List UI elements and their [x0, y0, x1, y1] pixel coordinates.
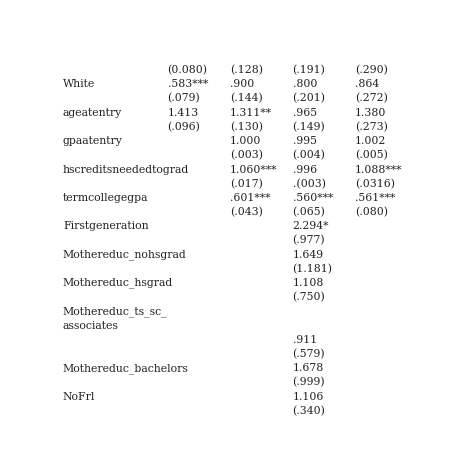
- Text: (.079): (.079): [168, 93, 201, 104]
- Text: NoFrl: NoFrl: [63, 392, 95, 401]
- Text: (.191): (.191): [292, 65, 325, 75]
- Text: (.999): (.999): [292, 377, 325, 388]
- Text: 1.649: 1.649: [292, 250, 324, 260]
- Text: 1.000: 1.000: [230, 136, 262, 146]
- Text: .583***: .583***: [168, 79, 208, 89]
- Text: Mothereduc_nohsgrad: Mothereduc_nohsgrad: [63, 249, 187, 260]
- Text: (.0316): (.0316): [355, 179, 395, 189]
- Text: .996: .996: [292, 164, 317, 174]
- Text: (.273): (.273): [355, 122, 388, 132]
- Text: (.750): (.750): [292, 292, 325, 302]
- Text: (1.181): (1.181): [292, 264, 333, 274]
- Text: (.065): (.065): [292, 207, 325, 217]
- Text: .(003): .(003): [292, 179, 326, 189]
- Text: .601***: .601***: [230, 193, 271, 203]
- Text: 1.060***: 1.060***: [230, 164, 278, 174]
- Text: (.201): (.201): [292, 93, 326, 104]
- Text: (.272): (.272): [355, 93, 388, 104]
- Text: .561***: .561***: [355, 193, 395, 203]
- Text: associates: associates: [63, 321, 119, 331]
- Text: (.290): (.290): [355, 65, 388, 75]
- Text: .864: .864: [355, 79, 379, 89]
- Text: .995: .995: [292, 136, 317, 146]
- Text: .965: .965: [292, 108, 317, 118]
- Text: (.003): (.003): [230, 150, 263, 161]
- Text: Firstgeneration: Firstgeneration: [63, 221, 148, 231]
- Text: (.579): (.579): [292, 349, 325, 359]
- Text: Mothereduc_bachelors: Mothereduc_bachelors: [63, 363, 189, 374]
- Text: .911: .911: [292, 335, 317, 345]
- Text: (.130): (.130): [230, 122, 263, 132]
- Text: hscreditsneededtograd: hscreditsneededtograd: [63, 164, 189, 174]
- Text: (.080): (.080): [355, 207, 388, 217]
- Text: 1.413: 1.413: [168, 108, 199, 118]
- Text: 1.678: 1.678: [292, 363, 324, 374]
- Text: .560***: .560***: [292, 193, 333, 203]
- Text: (.096): (.096): [168, 122, 201, 132]
- Text: 1.088***: 1.088***: [355, 164, 402, 174]
- Text: (0.080): (0.080): [168, 65, 208, 75]
- Text: termcollegegpa: termcollegegpa: [63, 193, 148, 203]
- Text: (.043): (.043): [230, 207, 263, 217]
- Text: (.017): (.017): [230, 179, 263, 189]
- Text: .800: .800: [292, 79, 317, 89]
- Text: 1.108: 1.108: [292, 278, 324, 288]
- Text: (.340): (.340): [292, 406, 325, 416]
- Text: (.977): (.977): [292, 236, 325, 246]
- Text: (.149): (.149): [292, 122, 325, 132]
- Text: 1.380: 1.380: [355, 108, 386, 118]
- Text: 1.106: 1.106: [292, 392, 324, 401]
- Text: (.004): (.004): [292, 150, 325, 161]
- Text: 2.294*: 2.294*: [292, 221, 329, 231]
- Text: 1.311**: 1.311**: [230, 108, 272, 118]
- Text: White: White: [63, 79, 95, 89]
- Text: Mothereduc_ts_sc_: Mothereduc_ts_sc_: [63, 306, 167, 317]
- Text: (.128): (.128): [230, 65, 263, 75]
- Text: (.144): (.144): [230, 93, 263, 104]
- Text: Mothereduc_hsgrad: Mothereduc_hsgrad: [63, 278, 173, 289]
- Text: gpaatentry: gpaatentry: [63, 136, 123, 146]
- Text: 1.002: 1.002: [355, 136, 386, 146]
- Text: (.005): (.005): [355, 150, 388, 161]
- Text: ageatentry: ageatentry: [63, 108, 122, 118]
- Text: .900: .900: [230, 79, 255, 89]
